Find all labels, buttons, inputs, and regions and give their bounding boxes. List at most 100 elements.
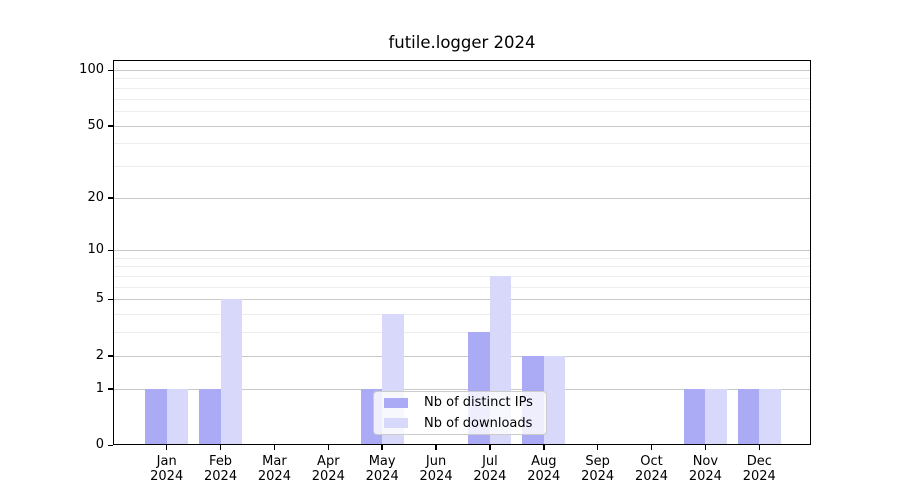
x-tick-mark (327, 445, 330, 450)
major-gridline (113, 197, 811, 199)
major-gridline (113, 388, 811, 390)
x-tick-year: 2024 (257, 469, 291, 484)
minor-gridline (113, 257, 811, 259)
major-gridline (113, 250, 811, 252)
minor-gridline (113, 87, 811, 89)
x-tick-mark (219, 445, 222, 450)
legend-swatch-downloads-icon (384, 418, 408, 429)
y-tick-mark (108, 69, 113, 71)
legend-label-downloads: Nb of downloads (424, 415, 533, 431)
y-tick-mark (108, 444, 113, 446)
y-tick-mark (108, 298, 113, 301)
x-tick-label: Apr 2024 (298, 454, 358, 484)
x-tick-label: Oct 2024 (622, 454, 682, 484)
minor-gridline (113, 165, 811, 167)
x-tick-month: May (368, 454, 396, 469)
minor-gridline (113, 266, 811, 268)
x-tick-month: Jun (425, 454, 447, 469)
bar-feb-downloads (220, 299, 243, 445)
y-tick-label: 20 (87, 189, 104, 205)
major-gridline (113, 70, 811, 71)
x-tick-month: Dec (746, 454, 772, 469)
x-tick-month: Aug (531, 454, 557, 469)
minor-gridline (113, 143, 811, 145)
x-tick-year: 2024 (473, 469, 507, 484)
x-tick-label: Jan 2024 (137, 454, 197, 484)
chart-title: futile.logger 2024 (388, 33, 536, 52)
bar-nov-downloads (705, 388, 727, 445)
bar-nov-distinct-ips (683, 388, 706, 445)
bar-jan-downloads (166, 388, 189, 445)
bar-aug-downloads (543, 355, 566, 445)
y-tick-mark (108, 125, 113, 127)
y-tick-mark (108, 388, 113, 390)
y-tick-label: 5 (95, 291, 104, 307)
major-gridline (113, 299, 811, 301)
x-tick-year: 2024 (688, 469, 722, 484)
x-tick-month: Jul (482, 454, 498, 469)
x-tick-year: 2024 (311, 469, 345, 484)
plot-frame (113, 60, 811, 445)
x-tick-mark (704, 445, 707, 450)
x-tick-mark (596, 445, 599, 450)
legend-row-downloads: Nb of downloads (374, 415, 546, 433)
x-tick-label: Jul 2024 (460, 454, 520, 484)
x-tick-month: Nov (692, 454, 719, 469)
x-tick-label: Dec 2024 (729, 454, 789, 484)
bar-dec-distinct-ips (737, 388, 760, 445)
x-tick-label: Aug 2024 (514, 454, 574, 484)
plot-area: Nb of distinct IPs Nb of downloads (113, 60, 811, 445)
minor-gridline (113, 78, 811, 80)
x-tick-label: May 2024 (352, 454, 412, 484)
legend-label-distinct-ips: Nb of distinct IPs (424, 395, 533, 411)
y-tick-mark (108, 355, 113, 357)
x-tick-month: Sep (585, 454, 610, 469)
x-tick-year: 2024 (204, 469, 238, 484)
x-tick-mark (435, 445, 437, 450)
x-tick-year: 2024 (581, 469, 615, 484)
major-gridline (113, 125, 811, 127)
x-tick-month: Oct (640, 454, 663, 469)
legend: Nb of distinct IPs Nb of downloads (373, 391, 547, 435)
y-tick-mark (108, 197, 113, 199)
y-tick-label: 0 (95, 437, 104, 452)
x-tick-label: Mar 2024 (244, 454, 304, 484)
minor-gridline (113, 332, 811, 334)
minor-gridline (113, 110, 811, 112)
y-tick-label: 2 (95, 347, 104, 363)
bar-feb-distinct-ips (199, 388, 221, 445)
minor-gridline (113, 314, 811, 316)
bar-jan-distinct-ips (145, 388, 167, 445)
x-tick-year: 2024 (634, 469, 669, 484)
x-tick-label: Sep 2024 (568, 454, 628, 484)
x-tick-month: Feb (209, 454, 233, 469)
minor-gridline (113, 276, 811, 278)
x-tick-year: 2024 (150, 469, 184, 484)
bar-dec-downloads (759, 388, 781, 445)
major-gridline (113, 355, 811, 357)
y-tick-label: 50 (87, 117, 104, 133)
minor-gridline (113, 286, 811, 288)
x-tick-mark (758, 445, 761, 450)
x-tick-year: 2024 (742, 469, 776, 484)
legend-swatch-distinct-ips-icon (384, 397, 408, 408)
minor-gridline (113, 98, 811, 100)
x-tick-mark (165, 445, 168, 450)
x-tick-mark (273, 445, 276, 450)
y-tick-mark (108, 249, 113, 252)
y-tick-label: 100 (79, 62, 104, 77)
x-tick-month: Jan (156, 454, 177, 469)
x-tick-year: 2024 (365, 469, 399, 484)
x-tick-mark (543, 445, 545, 450)
x-tick-year: 2024 (527, 469, 561, 484)
x-tick-mark (489, 445, 491, 450)
x-tick-label: Jun 2024 (406, 454, 466, 484)
x-tick-month: Mar (262, 454, 287, 469)
legend-row-distinct-ips: Nb of distinct IPs (374, 394, 546, 412)
y-tick-label: 1 (95, 380, 104, 396)
x-tick-mark (650, 445, 653, 450)
x-tick-mark (381, 445, 383, 450)
x-tick-label: Feb 2024 (191, 454, 251, 484)
x-tick-label: Nov 2024 (675, 454, 735, 484)
